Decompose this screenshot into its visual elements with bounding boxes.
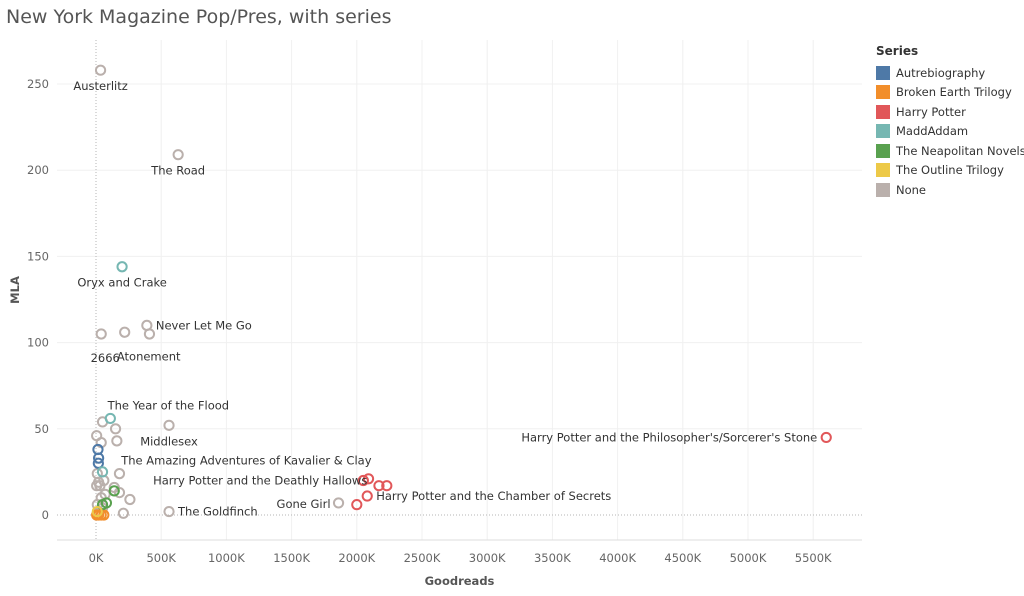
point-label: Harry Potter and the Deathly Hallows [153, 474, 367, 488]
point-label: Never Let Me Go [156, 318, 252, 332]
x-tick-label: 4500K [664, 551, 701, 565]
point-the-neapolitan-novels[interactable] [96, 499, 109, 511]
y-tick-label: 50 [34, 422, 49, 436]
legend-item[interactable]: Harry Potter [876, 102, 1024, 122]
x-tick-label: 500K [146, 551, 176, 565]
point-harry-potter[interactable] [362, 473, 375, 485]
point-none[interactable] [172, 149, 184, 161]
legend-label: None [896, 182, 927, 197]
legend: Series Autrebiography Broken Earth Trilog… [876, 44, 1024, 200]
legend-item[interactable]: None [876, 180, 1024, 200]
legend-label: MaddAddam [896, 124, 969, 139]
legend-swatch [876, 182, 890, 197]
legend-swatch [876, 124, 890, 139]
point-none[interactable] [117, 507, 129, 519]
legend-label: Harry Potter [896, 104, 966, 119]
y-axis-title: MLA [8, 276, 22, 304]
point-harry-potter[interactable] [361, 490, 373, 502]
point-maddaddam[interactable] [96, 466, 109, 478]
point-none[interactable] [109, 423, 122, 435]
point-autrebiography[interactable] [93, 452, 105, 464]
legend-label: The Outline Trilogy [896, 163, 1004, 178]
legend-label: The Neapolitan Novels [896, 143, 1024, 158]
point-label: The Goldfinch [177, 505, 258, 519]
x-axis-title: Goodreads [425, 574, 495, 588]
legend-item[interactable]: The Neapolitan Novels [876, 141, 1024, 161]
x-tick-label: 4000K [599, 551, 636, 565]
point-label: Austerlitz [73, 79, 127, 93]
x-tick-label: 0K [89, 551, 104, 565]
point-label: Atonement [117, 349, 181, 363]
point-none[interactable] [332, 497, 345, 509]
point-label: The Year of the Flood [107, 398, 230, 412]
legend-title: Series [876, 44, 919, 58]
point-none[interactable] [113, 486, 126, 499]
point-label: The Road [150, 164, 205, 178]
y-tick-label: 200 [27, 163, 49, 177]
legend-swatch [876, 85, 890, 100]
x-tick-label: 3500K [534, 551, 571, 565]
x-tick-label: 2500K [404, 551, 441, 565]
legend-item[interactable]: Autrebiography [876, 63, 1024, 83]
legend-item[interactable]: Broken Earth Trilogy [876, 83, 1024, 103]
point-label: Harry Potter and the Chamber of Secrets [376, 489, 611, 503]
point-label: Harry Potter and the Philosopher's/Sorce… [521, 430, 817, 444]
x-tick-label: 1500K [273, 551, 310, 565]
point-none[interactable] [113, 468, 126, 480]
x-tick-label: 1000K [208, 551, 245, 565]
legend-swatch [876, 143, 890, 158]
x-tick-label: 3000K [469, 551, 506, 565]
point-autrebiography[interactable] [92, 457, 104, 469]
grid-layer [57, 40, 862, 540]
legend-item[interactable]: The Outline Trilogy [876, 161, 1024, 181]
point-maddaddam[interactable] [116, 261, 128, 273]
point-the-outline-trilogy[interactable] [91, 505, 103, 518]
legend-item[interactable]: MaddAddam [876, 122, 1024, 142]
point-none[interactable] [111, 435, 123, 447]
point-harry-potter[interactable] [351, 499, 363, 511]
point-none[interactable] [163, 419, 175, 431]
x-tick-label: 2000K [338, 551, 375, 565]
point-none[interactable] [91, 480, 103, 492]
point-label: Gone Girl [277, 497, 331, 511]
point-label: Middlesex [140, 434, 198, 448]
chart-title: New York Magazine Pop/Pres, with series [6, 6, 392, 28]
legend-swatch [876, 163, 890, 178]
y-tick-label: 150 [27, 249, 49, 263]
point-label: 2666 [91, 351, 120, 365]
axis-layer: 0K 500K 1000K 1500K 2000K 2500K 3000K 3500K 4000… [8, 40, 862, 588]
point-harry-potter[interactable] [357, 474, 369, 487]
point-none[interactable] [94, 480, 106, 492]
point-layer [91, 64, 832, 521]
x-tick-label: 5000K [730, 551, 767, 565]
legend-label: Broken Earth Trilogy [896, 85, 1012, 100]
point-harry-potter[interactable] [381, 480, 393, 492]
legend-swatch [876, 65, 890, 80]
point-none[interactable] [124, 493, 136, 506]
point-none[interactable] [163, 505, 175, 518]
y-tick-label: 100 [27, 336, 49, 350]
point-none[interactable] [143, 328, 156, 340]
point-harry-potter[interactable] [373, 480, 385, 492]
label-layer: Harry Potter and the Philosopher's/Sorce… [73, 79, 817, 518]
legend-swatch [876, 104, 890, 119]
point-label: The Amazing Adventures of Kavalier & Cla… [120, 454, 371, 468]
point-the-neapolitan-novels[interactable] [108, 485, 120, 497]
point-none[interactable] [95, 328, 107, 340]
y-tick-label: 250 [27, 77, 49, 91]
x-tick-label: 5500K [795, 551, 832, 565]
point-none[interactable] [119, 326, 131, 338]
point-none[interactable] [94, 64, 107, 76]
legend-label: Autrebiography [896, 65, 986, 80]
point-label: Oryx and Crake [77, 276, 166, 290]
point-harry-potter[interactable] [820, 431, 832, 444]
y-tick-label: 0 [42, 508, 49, 522]
point-maddaddam[interactable] [104, 412, 116, 425]
legend-items: Autrebiography Broken Earth Trilogy Harry … [876, 63, 1024, 200]
